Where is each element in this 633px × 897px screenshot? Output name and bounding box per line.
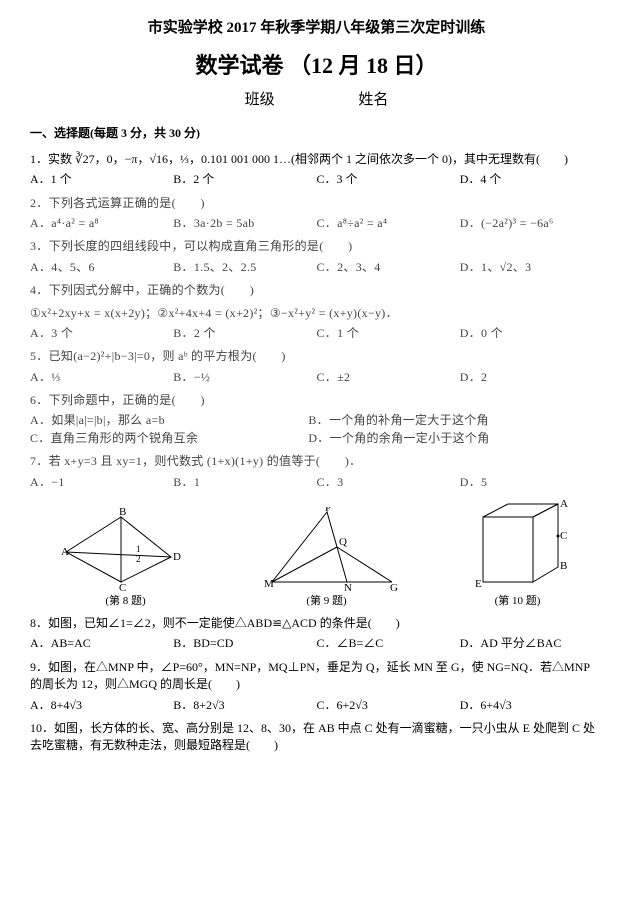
q1-D: D．4 个: [460, 171, 603, 188]
svg-text:Q: Q: [339, 536, 347, 548]
q9-stem: 9．如图，在△MNP 中，∠P=60°，MN=NP，MQ⊥PN，垂足为 Q，延长…: [30, 659, 603, 694]
q4-A: A．3 个: [30, 325, 173, 342]
q4-expr: ①x²+2xy+x = x(x+2y)；②x²+4x+4 = (x+2)²；③−…: [30, 305, 603, 322]
q5-A: A．⅓: [30, 369, 173, 386]
q4-options: A．3 个 B．2 个 C．1 个 D．0 个: [30, 325, 603, 342]
svg-text:E: E: [475, 578, 482, 590]
q6-D: D．一个角的余角一定小于这个角: [308, 430, 583, 447]
q8-C: C．∠B=∠C: [317, 635, 460, 652]
q7-B: B．1: [173, 474, 316, 491]
q3-options: A．4、5、6 B．1.5、2、2.5 C．2、3、4 D．1、√2、3: [30, 259, 603, 276]
q1-A: A．1 个: [30, 171, 173, 188]
svg-text:G: G: [390, 582, 398, 592]
q6-B: B．一个角的补角一定大于这个角: [308, 412, 583, 429]
svg-text:B: B: [119, 507, 126, 518]
q9-options: A．8+4√3 B．8+2√3 C．6+2√3 D．6+4√3: [30, 697, 603, 714]
q3-A: A．4、5、6: [30, 259, 173, 276]
header-school: 市实验学校 2017 年秋季学期八年级第三次定时训练: [30, 18, 603, 40]
figure-10-svg: A B C E: [463, 497, 573, 592]
q5-stem: 5．已知(a−2)²+|b−3|=0，则 aᵇ 的平方根为( ): [30, 348, 603, 365]
svg-text:M: M: [264, 578, 274, 590]
figure-8-caption: (第 8 题): [61, 594, 191, 610]
q2-B: B．3a·2b = 5ab: [173, 215, 316, 232]
figures-row: A B C D 1 2 (第 8 题) P M N G Q (第 9 题) A: [30, 497, 603, 610]
figure-8-svg: A B C D 1 2: [61, 507, 191, 592]
q9-A: A．8+4√3: [30, 697, 173, 714]
section-1-heading: 一、选择题(每题 3 分，共 30 分): [30, 125, 603, 142]
q9-B: B．8+2√3: [173, 697, 316, 714]
header-fields: 班级 姓名: [30, 90, 603, 112]
q1-C: C．3 个: [317, 171, 460, 188]
q4-B: B．2 个: [173, 325, 316, 342]
q4-C: C．1 个: [317, 325, 460, 342]
q6-A: A．如果|a|=|b|，那么 a=b: [30, 412, 305, 429]
q3-D: D．1、√2、3: [460, 259, 603, 276]
q1-stem: 1．实数 ∛27，0，−π，√16，⅓，0.101 001 000 1…(相邻两…: [30, 151, 603, 168]
svg-text:2: 2: [136, 554, 141, 564]
q7-options: A．−1 B．1 C．3 D．5: [30, 474, 603, 491]
q3-stem: 3．下列长度的四组线段中，可以构成直角三角形的是( ): [30, 238, 603, 255]
q5-options: A．⅓ B．−½ C．±2 D．2: [30, 369, 603, 386]
field-name: 姓名: [358, 92, 388, 108]
svg-text:1: 1: [136, 544, 141, 554]
svg-text:D: D: [173, 551, 181, 563]
q4-stem: 4．下列因式分解中，正确的个数为( ): [30, 282, 603, 299]
q3-C: C．2、3、4: [317, 259, 460, 276]
q6-options: A．如果|a|=|b|，那么 a=b B．一个角的补角一定大于这个角 C．直角三…: [30, 412, 603, 447]
q2-options: A．a⁴·a² = a⁸ B．3a·2b = 5ab C．a⁸÷a² = a⁴ …: [30, 215, 603, 232]
svg-text:P: P: [325, 507, 331, 514]
q8-options: A．AB=AC B．BD=CD C．∠B=∠C D．AD 平分∠BAC: [30, 635, 603, 652]
q10-stem: 10．如图，长方体的长、宽、高分别是 12、8、30，在 AB 中点 C 处有一…: [30, 720, 603, 755]
q2-A: A．a⁴·a² = a⁸: [30, 215, 173, 232]
q8-A: A．AB=AC: [30, 635, 173, 652]
q5-B: B．−½: [173, 369, 316, 386]
q8-D: D．AD 平分∠BAC: [460, 635, 603, 652]
svg-text:C: C: [560, 530, 567, 542]
q4-D: D．0 个: [460, 325, 603, 342]
figure-9-caption: (第 9 题): [252, 594, 402, 610]
q1-options: A．1 个 B．2 个 C．3 个 D．4 个: [30, 171, 603, 188]
q7-C: C．3: [317, 474, 460, 491]
q9-C: C．6+2√3: [317, 697, 460, 714]
q3-B: B．1.5、2、2.5: [173, 259, 316, 276]
q8-stem: 8．如图，已知∠1=∠2，则不一定能使△ABD≌△ACD 的条件是( ): [30, 615, 603, 632]
figure-9: P M N G Q (第 9 题): [252, 507, 402, 610]
field-class: 班级: [245, 92, 275, 108]
svg-text:A: A: [560, 498, 568, 510]
q8-B: B．BD=CD: [173, 635, 316, 652]
q7-D: D．5: [460, 474, 603, 491]
figure-8: A B C D 1 2 (第 8 题): [61, 507, 191, 610]
q2-D: D．(−2a²)³ = −6a⁶: [460, 215, 603, 232]
figure-10: A B C E (第 10 题): [463, 497, 573, 610]
q1-B: B．2 个: [173, 171, 316, 188]
q5-D: D．2: [460, 369, 603, 386]
figure-10-caption: (第 10 题): [463, 594, 573, 610]
q7-A: A．−1: [30, 474, 173, 491]
q5-C: C．±2: [317, 369, 460, 386]
q7-stem: 7．若 x+y=3 且 xy=1，则代数式 (1+x)(1+y) 的值等于( )…: [30, 453, 603, 470]
q6-C: C．直角三角形的两个锐角互余: [30, 430, 305, 447]
header-title: 数学试卷 （12 月 18 日）: [30, 50, 603, 82]
q2-C: C．a⁸÷a² = a⁴: [317, 215, 460, 232]
svg-text:N: N: [344, 582, 352, 592]
q6-stem: 6．下列命题中，正确的是( ): [30, 392, 603, 409]
svg-text:C: C: [119, 582, 126, 592]
q2-stem: 2．下列各式运算正确的是( ): [30, 195, 603, 212]
figure-9-svg: P M N G Q: [252, 507, 402, 592]
svg-text:A: A: [61, 546, 69, 558]
q9-D: D．6+4√3: [460, 697, 603, 714]
svg-text:B: B: [560, 560, 567, 572]
